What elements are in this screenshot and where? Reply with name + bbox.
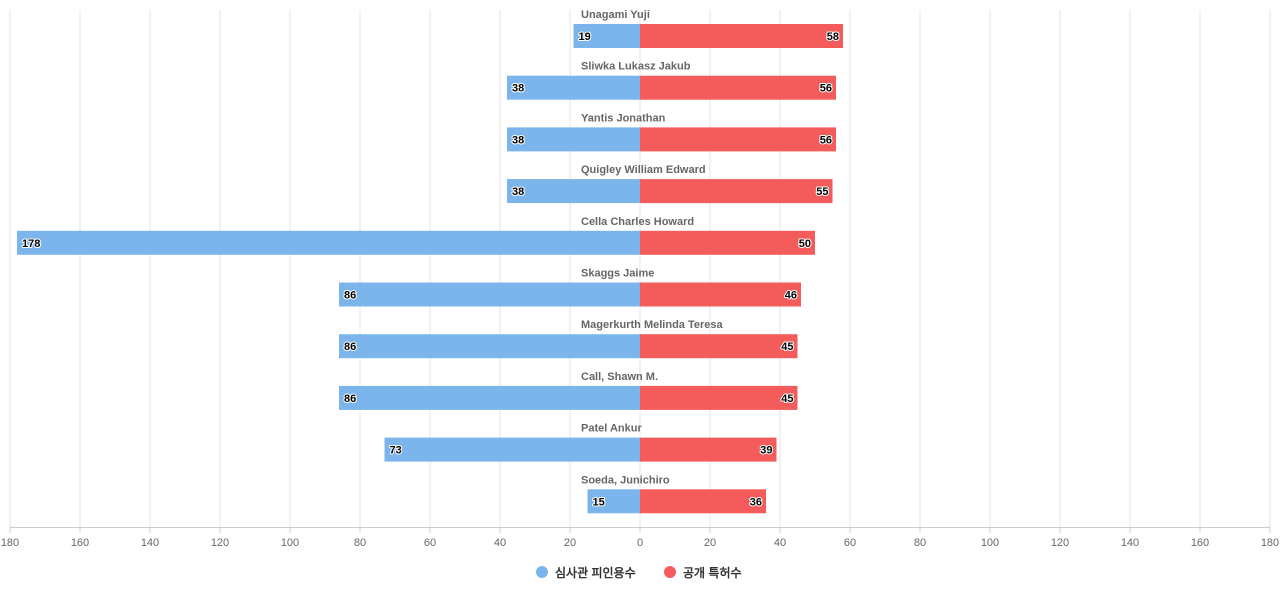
- bars: [17, 24, 843, 514]
- category-label: Cella Charles Howard: [581, 216, 694, 228]
- data-label-left: 86: [344, 393, 356, 405]
- legend-label: 공개 특허수: [683, 565, 742, 580]
- legend[interactable]: 심사관 피인용수 공개 특허수: [536, 565, 742, 580]
- x-tick-label: 180: [1261, 537, 1279, 549]
- category-label: Patel Ankur: [581, 423, 642, 435]
- x-tick-label: 160: [1191, 537, 1209, 549]
- x-tick-label: 120: [211, 537, 229, 549]
- x-tick-label: 80: [914, 537, 926, 549]
- data-label-left: 178: [22, 238, 40, 250]
- x-tick-label: 60: [844, 537, 856, 549]
- legend-marker: [536, 566, 548, 578]
- x-tick-label: 20: [704, 537, 716, 549]
- x-tick-label: 180: [1, 537, 19, 549]
- bar-right[interactable]: [640, 489, 766, 514]
- category-label: Magerkurth Melinda Teresa: [581, 319, 723, 331]
- x-tick-label: 80: [354, 537, 366, 549]
- data-label-right: 45: [781, 393, 793, 405]
- bar-left[interactable]: [587, 489, 641, 514]
- data-label-right: 55: [816, 186, 828, 198]
- x-tick-label: 140: [141, 537, 159, 549]
- x-tick-label: 140: [1121, 537, 1139, 549]
- data-label-right: 36: [750, 496, 762, 508]
- bar-right[interactable]: [640, 24, 843, 48]
- legend-item[interactable]: 심사관 피인용수: [536, 565, 636, 580]
- x-tick-label: 160: [71, 537, 89, 549]
- bar-left[interactable]: [507, 127, 640, 152]
- bar-left[interactable]: [573, 24, 641, 48]
- data-label-left: 38: [512, 83, 524, 95]
- bar-right[interactable]: [640, 179, 833, 204]
- data-label-right: 46: [785, 290, 797, 302]
- x-tick-label: 120: [1051, 537, 1069, 549]
- bar-right[interactable]: [640, 282, 801, 307]
- legend-item[interactable]: 공개 특허수: [664, 565, 742, 580]
- category-label: Call, Shawn M.: [581, 371, 658, 383]
- bar-right[interactable]: [640, 75, 836, 100]
- category-label: Soeda, Junichiro: [581, 474, 670, 486]
- data-label-left: 38: [512, 134, 524, 146]
- x-tick-label: 100: [981, 537, 999, 549]
- x-tick-label: 40: [494, 537, 506, 549]
- data-label-left: 19: [579, 31, 591, 43]
- bar-left[interactable]: [507, 75, 640, 100]
- category-label: Quigley William Edward: [581, 164, 706, 176]
- data-label-left: 86: [344, 290, 356, 302]
- bar-left[interactable]: [17, 230, 640, 255]
- data-label-left: 38: [512, 186, 524, 198]
- bar-right[interactable]: [640, 385, 798, 410]
- x-tick-label: 60: [424, 537, 436, 549]
- category-label: Skaggs Jaime: [581, 268, 654, 280]
- bar-left[interactable]: [339, 334, 640, 359]
- data-label-right: 58: [827, 31, 839, 43]
- bar-right[interactable]: [640, 334, 798, 359]
- x-axis: 180 160 140 120 100 80 60 40 20 0 20 40 60 80 100 120 14…: [1, 527, 1279, 549]
- bar-left[interactable]: [339, 385, 640, 410]
- category-label: Unagami Yuji: [581, 9, 650, 21]
- category-label: Sliwka Lukasz Jakub: [581, 61, 691, 73]
- bar-left[interactable]: [384, 437, 641, 462]
- data-label-right: 56: [820, 83, 832, 95]
- legend-label: 심사관 피인용수: [555, 565, 636, 580]
- data-label-left: 15: [593, 496, 605, 508]
- bar-left[interactable]: [507, 179, 640, 204]
- data-label-right: 56: [820, 134, 832, 146]
- x-tick-label: 40: [774, 537, 786, 549]
- bar-left[interactable]: [339, 282, 640, 307]
- x-tick-label: 20: [564, 537, 576, 549]
- category-label: Yantis Jonathan: [581, 112, 666, 124]
- bar-right[interactable]: [640, 437, 777, 462]
- x-tick-label: 0: [637, 537, 643, 549]
- data-label-left: 86: [344, 341, 356, 353]
- bar-right[interactable]: [640, 230, 815, 255]
- data-label-right: 39: [760, 445, 772, 457]
- data-label-right: 50: [799, 238, 811, 250]
- data-label-right: 45: [781, 341, 793, 353]
- labels: Unagami Yuji 19 58 Sliwka Lukasz Jakub 38 56 Y…: [21, 9, 840, 509]
- x-tick-label: 100: [281, 537, 299, 549]
- data-label-left: 73: [390, 445, 402, 457]
- bar-right[interactable]: [640, 127, 836, 152]
- legend-marker: [664, 566, 676, 578]
